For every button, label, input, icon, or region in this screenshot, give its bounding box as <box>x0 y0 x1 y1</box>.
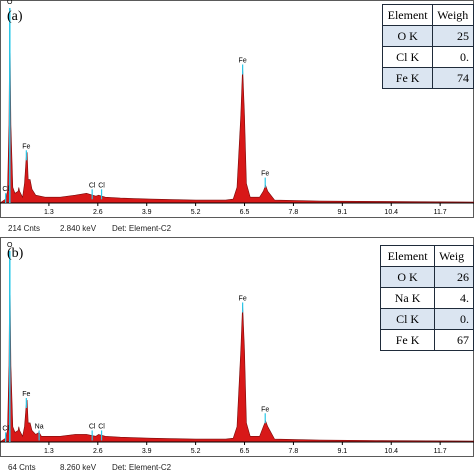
peak-label-1-6: Fe <box>239 295 247 302</box>
peak-label-0-3: Cl <box>89 182 96 189</box>
peak-label-1-3: Na <box>35 423 44 430</box>
table-header-cell: Weig <box>434 245 474 267</box>
element-table-b: Element Weig O K 26 Na K 4. Cl K 0. Fe K 67 <box>379 245 474 351</box>
table-header-cell: Weigh <box>432 4 474 26</box>
element-cell: O K <box>381 25 434 47</box>
x-tick-label-1-0: 1.3 <box>44 448 54 455</box>
panel-label-1: (b) <box>7 246 24 261</box>
x-tick-label-0-6: 9.1 <box>337 209 347 216</box>
status-bar-b: 64 Cnts 8.260 keV Det: Element-C2 <box>0 461 474 474</box>
x-tick-label-0-0: 1.3 <box>44 209 54 216</box>
panel-label-0: (a) <box>7 9 23 24</box>
x-tick-label-1-6: 9.1 <box>337 448 347 455</box>
element-cell: Fe K <box>379 329 436 351</box>
weight-cell: 0. <box>432 46 474 68</box>
x-tick-label-0-3: 5.2 <box>191 209 201 216</box>
status-detector-a: Det: Element-C2 <box>112 224 172 233</box>
panel-a: 1.3 2.6 3.9 5.2 6.5 7.8 9.1 10.4 11.7 O Fe Cl Cl Cl Fe… <box>0 0 474 235</box>
peak-label-1-5: Cl <box>98 423 105 430</box>
peak-label-0-0: O <box>7 0 13 6</box>
x-tick-label-0-4: 6.5 <box>240 209 250 216</box>
table-row: O K 26 <box>379 266 474 288</box>
weight-cell: 26 <box>434 266 474 288</box>
spectrum-area-1 <box>0 250 474 443</box>
weight-cell: 25 <box>432 25 474 47</box>
weight-cell: 0. <box>434 308 474 330</box>
table-header-row: Element Weig <box>379 245 474 267</box>
x-tick-label-0-5: 7.8 <box>289 209 299 216</box>
element-cell: O K <box>379 266 436 288</box>
x-tick-label-1-1: 2.6 <box>93 448 103 455</box>
peak-label-0-4: Cl <box>98 182 105 189</box>
status-energy-b: 8.260 keV <box>60 463 97 472</box>
x-tick-label-1-5: 7.8 <box>289 448 299 455</box>
table-row: Cl K 0. <box>381 46 474 68</box>
weight-cell: 67 <box>434 329 474 351</box>
table-row: Fe K 74 <box>381 67 474 89</box>
peak-label-1-0: O <box>7 242 13 249</box>
status-counts-b: 64 Cnts <box>8 463 36 472</box>
x-tick-label-0-8: 11.7 <box>434 209 447 216</box>
table-row: Fe K 67 <box>379 329 474 351</box>
element-cell: Cl K <box>379 308 436 330</box>
table-row: O K 25 <box>381 25 474 47</box>
spectrum-area-0 <box>0 7 474 204</box>
status-bar-a: 214 Cnts 2.840 keV Det: Element-C2 <box>0 222 474 235</box>
x-tick-label-1-8: 11.7 <box>434 448 447 455</box>
x-tick-label-0-7: 10.4 <box>384 209 398 216</box>
peak-label-1-2: Cl <box>2 425 9 432</box>
element-cell: Na K <box>379 287 436 309</box>
x-tick-label-0-1: 2.6 <box>93 209 103 216</box>
weight-cell: 4. <box>434 287 474 309</box>
peak-label-0-6: Fe <box>261 171 269 178</box>
table-header-row: Element Weigh <box>381 4 474 26</box>
peak-label-0-2: Cl <box>2 186 9 193</box>
table-row: Cl K 0. <box>379 308 474 330</box>
peak-label-1-7: Fe <box>261 406 269 413</box>
panel-b: 1.3 2.6 3.9 5.2 6.5 7.8 9.1 10.4 11.7 O Fe Cl Na Cl Cl… <box>0 237 474 474</box>
x-tick-label-1-3: 5.2 <box>191 448 201 455</box>
table-header-cell: Element <box>381 4 434 26</box>
table-header-cell: Element <box>379 245 436 267</box>
peak-label-1-4: Cl <box>89 423 96 430</box>
peak-label-0-1: Fe <box>22 143 30 150</box>
status-counts-a: 214 Cnts <box>8 224 41 233</box>
status-energy-a: 2.840 keV <box>60 224 97 233</box>
weight-cell: 74 <box>432 67 474 89</box>
x-tick-label-1-2: 3.9 <box>142 448 152 455</box>
x-tick-label-1-7: 10.4 <box>384 448 398 455</box>
peak-label-1-1: Fe <box>22 391 30 398</box>
element-table-a: Element Weigh O K 25 Cl K 0. Fe K 74 <box>381 4 474 89</box>
element-cell: Cl K <box>381 46 434 68</box>
peak-label-0-5: Fe <box>239 58 247 65</box>
x-tick-label-0-2: 3.9 <box>142 209 152 216</box>
x-tick-label-1-4: 6.5 <box>240 448 250 455</box>
element-cell: Fe K <box>381 67 434 89</box>
status-detector-b: Det: Element-C2 <box>112 463 172 472</box>
table-row: Na K 4. <box>379 287 474 309</box>
